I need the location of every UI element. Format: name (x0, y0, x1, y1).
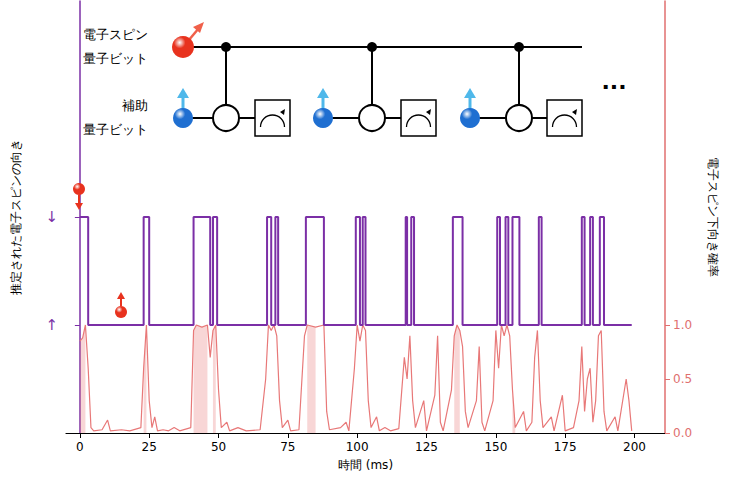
svg-text:量子ビット: 量子ビット (83, 122, 148, 137)
svg-text:電子スピン下向き確率: 電子スピン下向き確率 (706, 157, 720, 277)
svg-text:1.0: 1.0 (673, 318, 692, 332)
svg-text:電子スピン: 電子スピン (83, 27, 148, 42)
svg-text:推定された電子スピンの向き: 推定された電子スピンの向き (9, 139, 23, 295)
svg-text:↓: ↓ (45, 208, 58, 226)
svg-text:175: 175 (554, 440, 577, 454)
svg-text:25: 25 (142, 440, 157, 454)
svg-text:50: 50 (211, 440, 226, 454)
svg-text:···: ··· (601, 74, 626, 99)
svg-text:200: 200 (623, 440, 646, 454)
svg-text:0.0: 0.0 (673, 426, 692, 440)
svg-text:時間 (ms): 時間 (ms) (338, 458, 393, 472)
svg-text:0: 0 (76, 440, 84, 454)
svg-text:↑: ↑ (45, 316, 58, 334)
svg-text:補助: 補助 (122, 98, 148, 113)
svg-text:100: 100 (346, 440, 369, 454)
svg-text:150: 150 (484, 440, 507, 454)
svg-text:量子ビット: 量子ビット (83, 51, 148, 66)
svg-text:0.5: 0.5 (673, 372, 692, 386)
svg-text:75: 75 (280, 440, 295, 454)
svg-text:125: 125 (415, 440, 438, 454)
